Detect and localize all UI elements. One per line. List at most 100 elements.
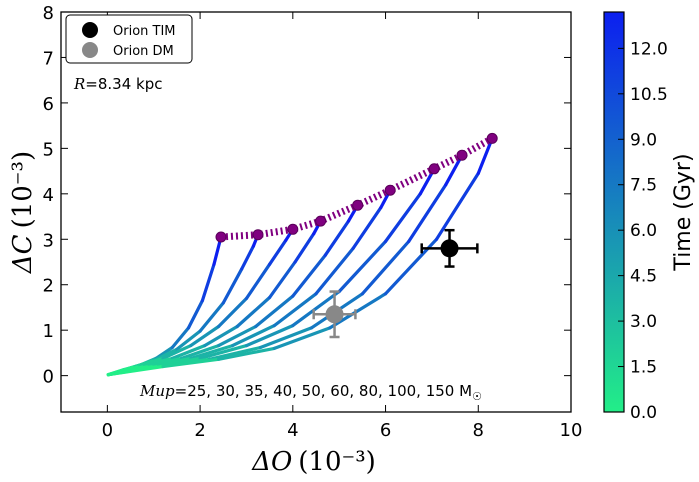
legend-label-orion-tim: Orion TIM [113,24,176,39]
x-tick-label: 2 [194,420,205,441]
y-tick-label: 0 [43,367,54,388]
colorbar-tick-label: 12.0 [630,39,668,59]
endpoint-mup-25 [215,231,227,243]
series-segment [444,153,464,187]
series-segment [314,246,355,296]
sun-symbol: ☉ [472,390,482,403]
series-segment [337,239,388,294]
point-marker [440,239,459,258]
x-axis-title: ΔO (10⁻³) [251,447,376,477]
series-segment [161,357,221,369]
series-segment [186,299,204,330]
x-tick-label: 0 [102,420,113,441]
annotation-mup-var: Mup [139,382,175,400]
legend-label-orion-dm: Orion DM [113,44,174,59]
endpoint-mup-40 [315,215,327,227]
series-segment [235,295,272,329]
y-tick-label: 4 [43,185,54,206]
endpoint-mup-80 [428,163,440,175]
colorbar [603,11,625,413]
series-segment [293,232,316,264]
series-segment [217,324,258,348]
point-marker [325,305,344,324]
y-axis-title: ΔC (10⁻³) [8,151,38,274]
series-segment [106,364,165,377]
series-segment [291,289,341,328]
series-segment [189,344,235,360]
series-segment [170,326,191,350]
annotation-r-var: R [73,75,85,93]
point-orion-tim [420,228,479,268]
y-axis-title-unit: (10⁻³) [8,151,38,229]
series-segment [207,345,262,361]
series-segment [221,267,244,305]
colorbar-ticks: 0.0 1.5 3.0 4.5 6.0 7.5 9.0 10.5 12.0 [618,39,668,423]
series-segment [328,292,388,330]
series-segment [254,294,295,329]
legend-marker-orion-dm [82,42,98,58]
colorbar-tick-label: 4.5 [630,267,657,287]
series-segment [240,244,255,271]
series-segment [217,346,276,361]
colorbar-tick-label: 9.0 [630,130,657,150]
y-axis-title-main: ΔC [8,234,38,274]
series-segment [383,192,422,244]
point-orion-dm [312,290,357,339]
x-tick-label: 10 [560,420,583,441]
colorbar-label: Time (Gyr) [671,153,696,271]
series-segment [203,324,239,348]
x-tick-label: 6 [380,420,391,441]
endpoint-mup-35 [287,223,299,235]
series-segment [179,344,221,360]
series-segment [434,171,480,241]
envelope-layer [215,132,498,243]
x-tick-label: 8 [473,420,484,441]
series-segment [476,136,494,175]
colorbar-tick-label: 10.5 [630,85,668,105]
endpoint-mup-30 [252,229,264,241]
series-segment [268,260,297,300]
series-segment [351,205,383,250]
series-segment [407,183,448,244]
series-segment [244,262,272,300]
series-segment [258,326,313,350]
endpoint-mup-50 [352,199,364,211]
y-tick-label: 3 [43,230,54,251]
series-segment [161,344,193,360]
endpoint-mup-150 [486,132,498,144]
colorbar-tick-label: 6.0 [630,221,657,241]
annotation-mup: Mup=25, 30, 35, 40, 50, 60, 80, 100, 150… [139,382,482,403]
series-segment [189,324,221,348]
legend-marker-orion-tim [82,22,98,38]
series-segment [272,292,318,328]
y-tick-label: 1 [43,321,54,342]
series-segment [244,324,295,348]
series-layer [106,136,494,377]
annotation-r: R=8.34 kpc [73,75,163,93]
series-segment [323,219,351,257]
colorbar-tick-label: 1.5 [630,358,657,378]
annotation-r-text: =8.34 kpc [85,75,162,93]
series-segment [230,324,276,348]
plot-area [60,11,572,413]
series-segment [175,329,202,351]
y-tick-label: 2 [43,276,54,297]
y-tick-label: 6 [43,94,54,115]
series-segment [360,239,411,296]
colorbar-tick-label: 7.5 [630,176,657,196]
series-segment [268,238,288,266]
endpoint-mup-60 [384,184,396,196]
colorbar-tick-label: 3.0 [630,312,657,332]
y-tick-label: 5 [43,139,54,160]
series-segment [198,301,225,333]
ticks-layer: 0 2 4 6 8 10 0 1 2 3 4 5 6 7 8 [43,3,583,441]
series-segment [272,326,332,350]
y-tick-label: 8 [43,3,54,24]
y-tick-label: 7 [43,48,54,69]
legend: Orion TIM Orion DM [65,14,193,64]
endpoint-mup-100 [456,149,468,161]
series-segment [291,253,327,298]
x-tick-label: 4 [287,420,298,441]
series-segment [217,296,249,329]
